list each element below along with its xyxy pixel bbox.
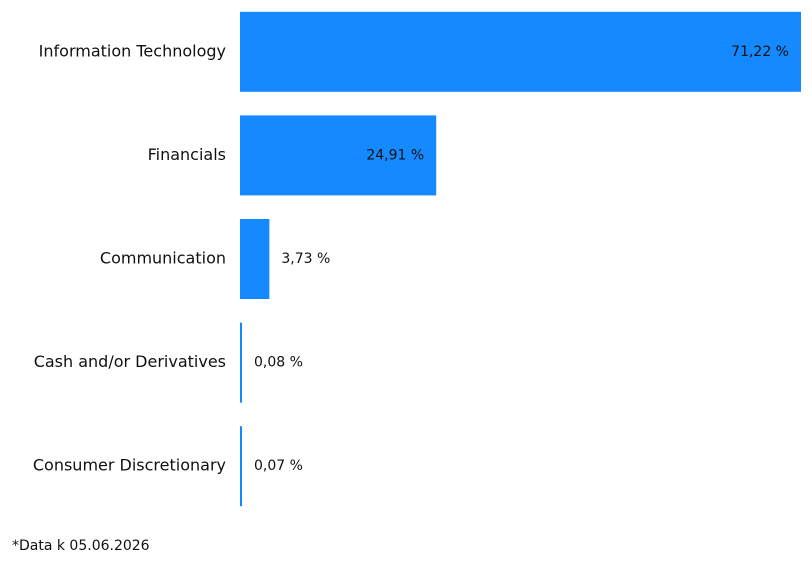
- value-label: 0,07 %: [254, 458, 303, 474]
- value-label: 0,08 %: [254, 355, 303, 371]
- value-label: 71,22 %: [731, 44, 789, 60]
- bar: [240, 426, 242, 507]
- category-label: Consumer Discretionary: [33, 456, 226, 475]
- bar: [240, 115, 437, 196]
- category-label: Cash and/or Derivatives: [34, 352, 226, 371]
- bar: [240, 11, 801, 92]
- bar: [240, 219, 270, 299]
- category-label: Financials: [148, 145, 226, 164]
- bar: [240, 322, 242, 403]
- value-label: 24,91 %: [366, 147, 424, 163]
- category-label: Communication: [100, 249, 226, 268]
- footnote: *Data k 05.06.2026: [12, 538, 150, 554]
- category-label: Information Technology: [39, 41, 226, 60]
- value-label: 3,73 %: [281, 251, 330, 267]
